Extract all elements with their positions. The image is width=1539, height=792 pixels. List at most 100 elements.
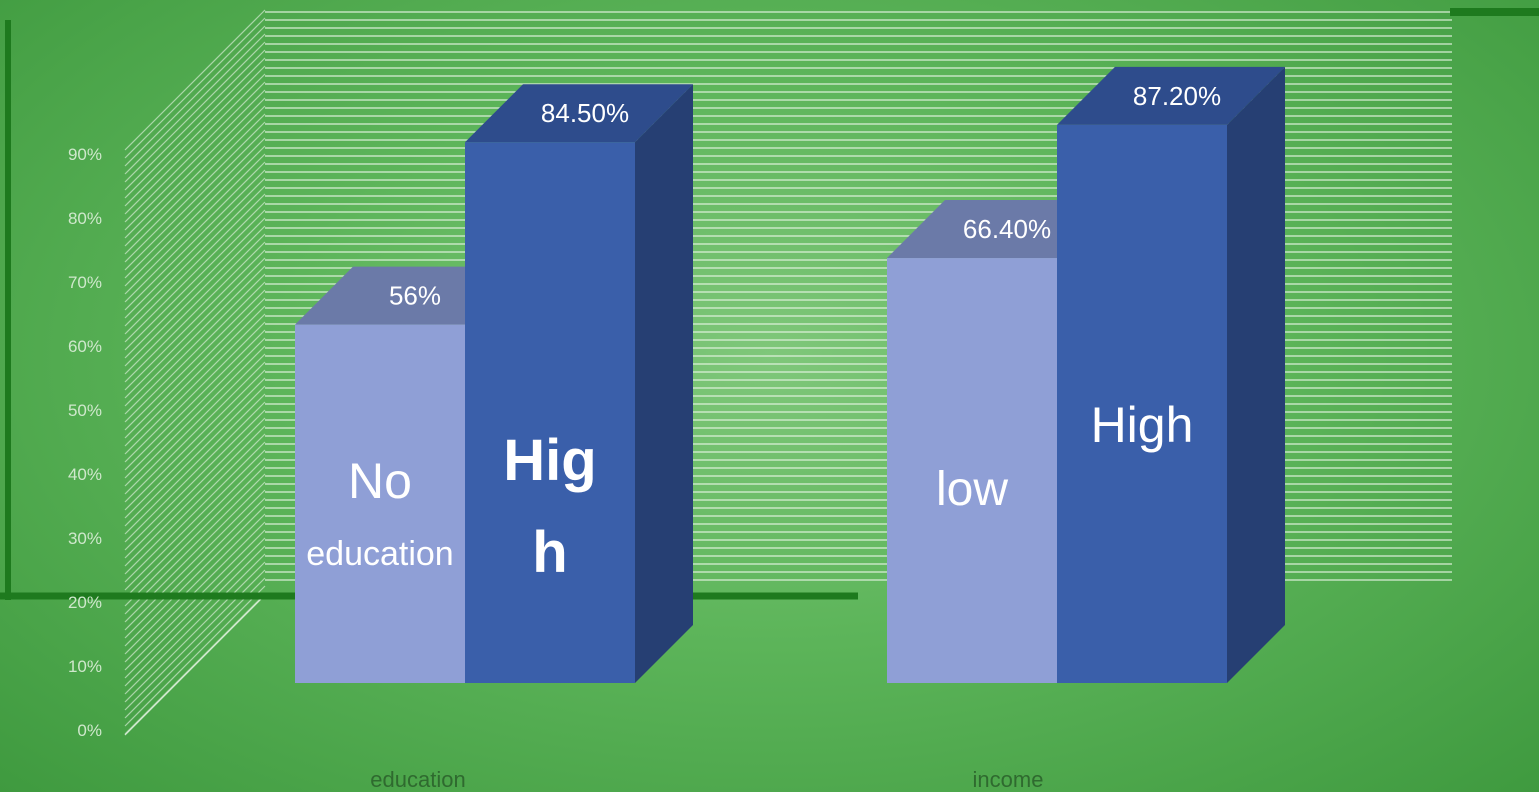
side-wall-line <box>124 113 266 255</box>
side-wall-line <box>124 177 266 319</box>
side-wall-line <box>124 105 266 247</box>
side-wall-line <box>124 241 266 383</box>
bar-front <box>295 324 465 683</box>
side-wall-line <box>124 17 266 159</box>
x-category-label: income <box>973 767 1044 792</box>
side-wall-line <box>124 585 266 727</box>
x-category-label: education <box>370 767 465 792</box>
side-wall-line <box>124 409 266 551</box>
bar-side <box>635 84 693 683</box>
side-wall-line <box>124 25 266 167</box>
bar-value-label: 87.20% <box>1133 81 1221 111</box>
side-wall-line <box>124 553 266 695</box>
side-wall-line <box>124 305 266 447</box>
bar-value-label: 56% <box>389 281 441 311</box>
side-wall-line <box>124 545 266 687</box>
side-wall-line <box>124 169 266 311</box>
side-wall-line <box>124 417 266 559</box>
side-wall-line <box>124 593 266 735</box>
side-wall-line <box>124 393 266 535</box>
bar-inner-label: Hig <box>503 428 596 493</box>
y-axis-ticks: 0% 10% 20% 30% 40% 50% 60% 70% 80% 90% <box>68 145 102 740</box>
y-tick-label: 0% <box>77 721 102 740</box>
bars: 56% No education 84.50% High 66.40% low 87.20% H… <box>295 66 1285 684</box>
side-wall-line <box>124 313 266 455</box>
side-wall-line <box>124 489 266 631</box>
side-wall-line <box>124 353 266 495</box>
side-wall-line <box>124 577 266 719</box>
bar-inner-label: low <box>936 463 1008 516</box>
side-wall-line <box>124 137 266 279</box>
side-wall-line <box>124 9 266 151</box>
bar-top <box>465 84 693 143</box>
bar-value-label: 84.50% <box>541 98 629 128</box>
side-wall-line <box>124 121 266 263</box>
side-wall-line <box>124 361 266 503</box>
y-tick-label: 70% <box>68 273 102 292</box>
side-wall-line <box>124 401 266 543</box>
bar-inner-label: High <box>1091 397 1194 453</box>
side-wall-line <box>124 425 266 567</box>
bar-value-label: 66.40% <box>963 214 1051 244</box>
side-wall-line <box>124 321 266 463</box>
bar-inner-label: education <box>306 535 453 573</box>
side-wall-line <box>124 441 266 583</box>
side-wall-line <box>124 129 266 271</box>
bar-front <box>887 258 1057 683</box>
side-wall-line <box>124 273 266 415</box>
side-wall-line <box>124 457 266 599</box>
side-wall-line <box>124 497 266 639</box>
side-wall-line <box>124 265 266 407</box>
side-wall-line <box>124 473 266 615</box>
y-tick-label: 40% <box>68 465 102 484</box>
side-wall-line <box>124 569 266 711</box>
side-wall-line <box>124 161 266 303</box>
y-tick-label: 10% <box>68 657 102 676</box>
bar-3: 66.40% low <box>887 200 1115 683</box>
side-wall-line <box>124 33 266 175</box>
side-wall-line <box>124 201 266 343</box>
bar-2: 84.50% Hig h <box>465 84 693 683</box>
bar-inner-label: No <box>348 453 412 509</box>
side-wall-line <box>124 449 266 591</box>
side-wall-line <box>124 97 266 239</box>
side-wall-line <box>124 521 266 663</box>
side-wall-line <box>124 73 266 215</box>
y-tick-label: 20% <box>68 593 102 612</box>
side-wall-line <box>124 529 266 671</box>
side-wall-line <box>124 65 266 207</box>
x-axis-labels: education income <box>370 767 1043 792</box>
side-wall-line <box>124 537 266 679</box>
side-wall-line <box>124 281 266 423</box>
side-wall-line <box>124 594 266 736</box>
side-wall-line <box>124 57 266 199</box>
side-wall-line <box>124 185 266 327</box>
side-wall-line <box>124 41 266 183</box>
side-wall-line <box>124 329 266 471</box>
side-wall-line <box>124 385 266 527</box>
side-wall-line <box>124 49 266 191</box>
side-wall-line <box>124 337 266 479</box>
y-tick-label: 80% <box>68 209 102 228</box>
side-wall-line <box>124 153 266 295</box>
side-wall-line <box>124 257 266 399</box>
side-wall-line <box>124 233 266 375</box>
side-wall-line <box>124 217 266 359</box>
y-tick-label: 90% <box>68 145 102 164</box>
side-wall-line <box>124 225 266 367</box>
side-wall-line <box>124 297 266 439</box>
side-wall-line <box>124 377 266 519</box>
side-wall-line <box>124 81 266 223</box>
y-tick-label: 60% <box>68 337 102 356</box>
bar-front <box>465 142 635 683</box>
bar-4: 87.20% High <box>1057 66 1285 684</box>
bar-front <box>1057 124 1227 684</box>
side-wall-line <box>124 249 266 391</box>
side-wall-line <box>124 481 266 623</box>
side-wall-line <box>124 505 266 647</box>
y-tick-label: 50% <box>68 401 102 420</box>
side-wall-line <box>124 465 266 607</box>
side-wall-line <box>124 209 266 351</box>
